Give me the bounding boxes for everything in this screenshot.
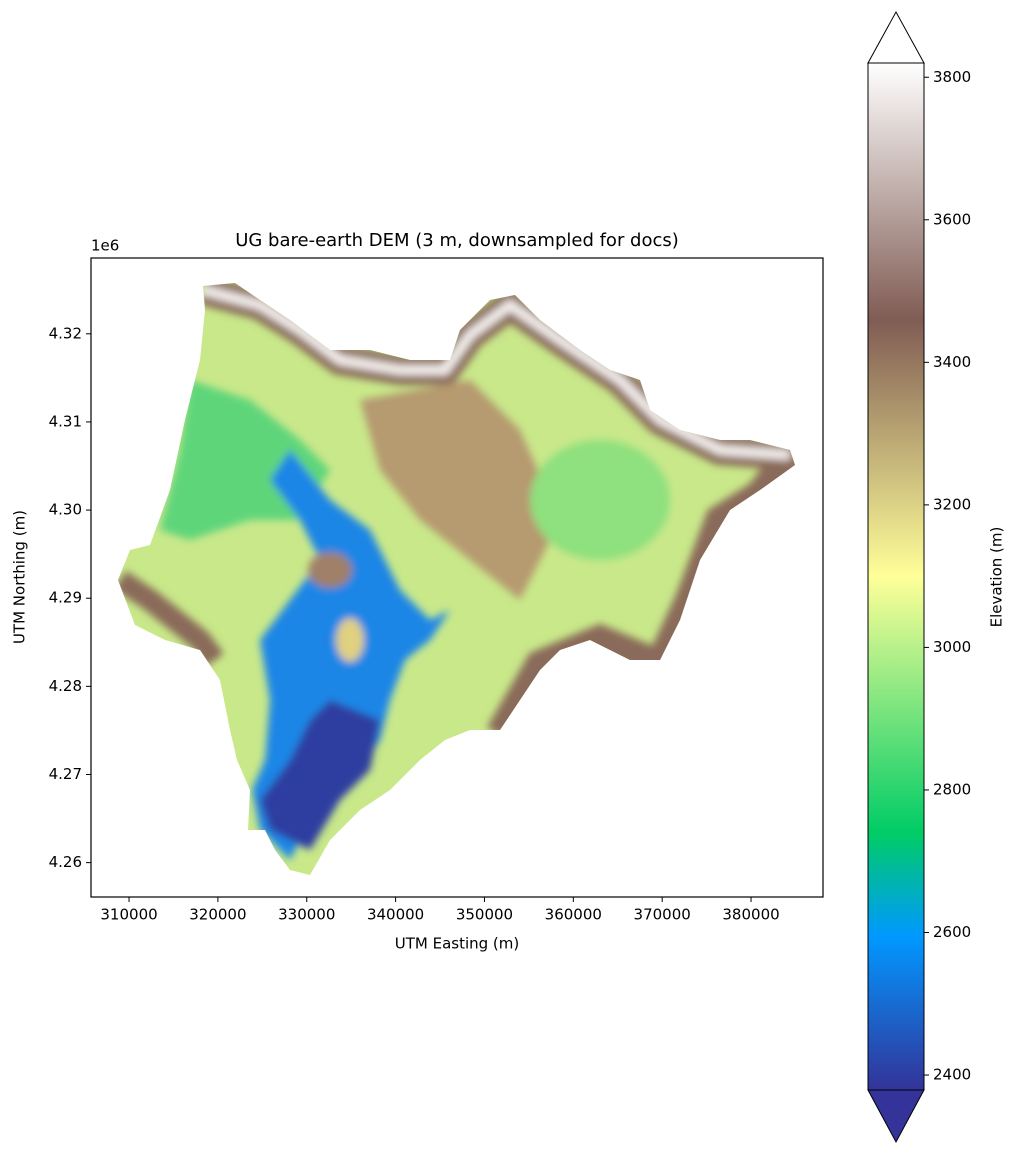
y-offset-text: 1e6 <box>91 237 119 255</box>
y-tick-label: 4.29 <box>49 589 82 607</box>
colorbar-tick-label: 3400 <box>933 353 971 371</box>
x-tick-label: 370000 <box>634 906 691 924</box>
x-tick-label: 380000 <box>722 906 779 924</box>
colorbar-tick-label: 2400 <box>933 1066 971 1084</box>
chart-title: UG bare-earth DEM (3 m, downsampled for … <box>235 230 679 251</box>
y-tick-label: 4.28 <box>49 677 82 695</box>
colorbar-tick-label: 3200 <box>933 495 971 513</box>
y-axis-label: UTM Northing (m) <box>11 510 29 644</box>
x-axis-label: UTM Easting (m) <box>395 935 520 953</box>
colorbar-tick-label: 2800 <box>933 780 971 798</box>
y-tick-label: 4.26 <box>49 853 82 871</box>
x-tick-label: 320000 <box>189 906 246 924</box>
colorbar-extend-min <box>867 1089 925 1144</box>
x-tick-label: 330000 <box>278 906 335 924</box>
dem-raster <box>118 283 795 875</box>
y-tick-label: 4.32 <box>49 324 82 342</box>
colorbar-extend-max <box>867 10 925 64</box>
x-tick-label: 350000 <box>456 906 513 924</box>
y-tick-label: 4.31 <box>49 412 82 430</box>
x-tick-label: 310000 <box>100 906 157 924</box>
colorbar-frame <box>867 62 925 1091</box>
y-tick-label: 4.27 <box>49 765 82 783</box>
colorbar-tick-label: 3800 <box>933 68 971 86</box>
y-tick-label: 4.30 <box>49 501 82 519</box>
colorbar-tick-label: 3600 <box>933 210 971 228</box>
colorbar <box>868 63 924 1090</box>
colorbar-tick-label: 3000 <box>933 638 971 656</box>
x-tick-label: 340000 <box>367 906 424 924</box>
colorbar-label: Elevation (m) <box>988 527 1006 628</box>
x-tick-label: 360000 <box>545 906 602 924</box>
plot-frame <box>90 257 824 898</box>
colorbar-tick-label: 2600 <box>933 923 971 941</box>
